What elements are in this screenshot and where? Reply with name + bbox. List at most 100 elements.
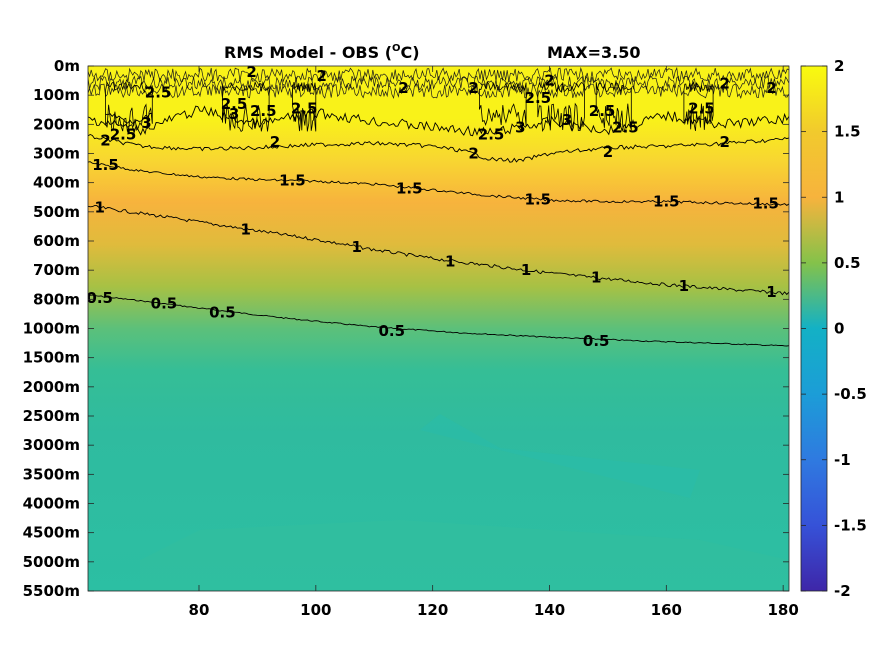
contour-label: 2.5 [250, 102, 277, 120]
colorbar-tick-label: -0.5 [834, 385, 867, 403]
contour-label: 1 [241, 220, 251, 238]
contour-label: 2.5 [688, 99, 715, 117]
y-tick-label: 300m [33, 145, 80, 163]
contour-line-2-5 [88, 105, 789, 137]
contour-label: 1 [94, 198, 104, 216]
contour-label: 2.5 [589, 102, 616, 120]
chart-title: RMS Model - OBS (OC) [224, 43, 420, 62]
y-tick-label: 800m [33, 290, 80, 308]
colorbar-tick-label: 1.5 [834, 123, 861, 141]
contour-label: 2 [544, 72, 554, 90]
y-tick-label: 500m [33, 203, 80, 221]
contour-label: 0.5 [209, 303, 236, 321]
x-tick-label: 100 [300, 601, 331, 619]
contour-label: 2.5 [221, 95, 248, 113]
colorbar-tick-label: 0 [834, 320, 844, 338]
contour-label: 0.5 [583, 332, 610, 350]
contour-label: 2.5 [110, 126, 137, 144]
contour-label: 3 [515, 118, 525, 136]
y-tick-label: 3500m [23, 465, 80, 483]
contour-label: 2 [720, 75, 730, 93]
y-tick-label: 5500m [23, 582, 80, 600]
y-tick-label: 1500m [23, 349, 80, 367]
contour-label: 1 [591, 268, 601, 286]
y-tick-label: 1000m [23, 320, 80, 338]
contour-label: 0.5 [378, 322, 405, 340]
contour-line-2 [88, 133, 789, 163]
contour-closed-2-5 [222, 80, 270, 133]
contour-closed-2-5 [479, 81, 527, 129]
contour-label: 2 [603, 143, 613, 161]
contour-label: 2.5 [145, 83, 172, 101]
colorbar-tick-label: -1.5 [834, 516, 867, 534]
contour-closed-2-5 [292, 82, 317, 132]
contour-label: 2.5 [525, 89, 552, 107]
contour-label: 0.5 [86, 289, 113, 307]
y-tick-label: 5000m [23, 553, 80, 571]
contour-label: 2 [720, 133, 730, 151]
y-tick-label: 4000m [23, 495, 80, 513]
contour-label: 2 [766, 79, 776, 97]
contour-label: 2.5 [478, 126, 505, 144]
bottom-shade-region [140, 520, 789, 591]
contour-label: 2.5 [612, 118, 639, 136]
contour-label: 2 [468, 79, 478, 97]
x-tick-label: 120 [417, 601, 448, 619]
colorbar-tick-label: 0.5 [834, 254, 861, 272]
y-axis: 0m 100m 200m 300m 400m 500m 600m 700m 800m 1000m 1… [23, 57, 789, 600]
contour-label: 2 [468, 145, 478, 163]
contour-label: 1.5 [653, 193, 680, 211]
contour-label: 1 [445, 252, 455, 270]
x-tick-label: 160 [651, 601, 682, 619]
y-tick-label: 2000m [23, 378, 80, 396]
contour-label: 2 [398, 79, 408, 97]
colorbar-ticks: 2 1.5 1 0.5 0 -0.5 -1 -1.5 -2 [801, 57, 867, 600]
surface-noise-line [88, 66, 789, 84]
contour-label: 3 [562, 111, 572, 129]
contour-label: 3 [141, 114, 151, 132]
y-tick-label: 600m [33, 232, 80, 250]
x-tick-label: 80 [189, 601, 210, 619]
surface-noise-line [88, 83, 789, 100]
colorbar-tick-label: 1 [834, 188, 844, 206]
contour-label: 1 [351, 238, 361, 256]
contour-line-0-5 [88, 294, 789, 347]
contour-label: 1.5 [279, 171, 306, 189]
contour-label: 1 [766, 283, 776, 301]
surface-noise-band [88, 66, 789, 100]
x-axis: 80 100 120 140 160 180 [189, 66, 799, 619]
contour-closed-2-5 [683, 80, 714, 131]
heatmap-field [88, 66, 789, 591]
contour-label: 1.5 [92, 156, 119, 174]
contour-label: 1.5 [752, 195, 779, 213]
contour-line-1 [88, 205, 789, 296]
chart-max-label: MAX=3.50 [547, 43, 641, 62]
contour-label: 1.5 [525, 191, 552, 209]
deep-shade-region [420, 414, 700, 498]
contour-label: 2 [270, 133, 280, 151]
contour-lines [88, 80, 789, 347]
contour-line-1-5 [88, 161, 789, 206]
contour-label: 2.5 [291, 99, 318, 117]
contour-label: 2 [246, 63, 256, 81]
contour-closed-2-5 [537, 80, 585, 132]
surface-noise-line [88, 75, 789, 92]
y-tick-label: 100m [33, 86, 80, 104]
plot-area: 0.5 0.5 0.5 0.5 0.5 1 1 1 1 1 1 1 1 1.5 1.5 1.5 1.5 1.5 1.… [86, 63, 789, 591]
contour-label: 3 [229, 105, 239, 123]
contour-label: 1 [679, 277, 689, 295]
contour-label: 1 [521, 261, 531, 279]
y-tick-label: 2500m [23, 407, 80, 425]
contour-closed-2-5 [595, 82, 632, 133]
colorbar-tick-label: 2 [834, 57, 844, 75]
y-tick-label: 700m [33, 261, 80, 279]
y-tick-label: 200m [33, 115, 80, 133]
contour-line-3 [105, 112, 153, 124]
x-tick-label: 180 [768, 601, 799, 619]
colorbar-tick-label: -2 [834, 582, 851, 600]
y-tick-label: 0m [54, 57, 80, 75]
contour-closed-2-5 [105, 81, 153, 133]
contour-label: 0.5 [151, 295, 178, 313]
y-tick-label: 4500m [23, 524, 80, 542]
contour-label: 2 [100, 131, 110, 149]
